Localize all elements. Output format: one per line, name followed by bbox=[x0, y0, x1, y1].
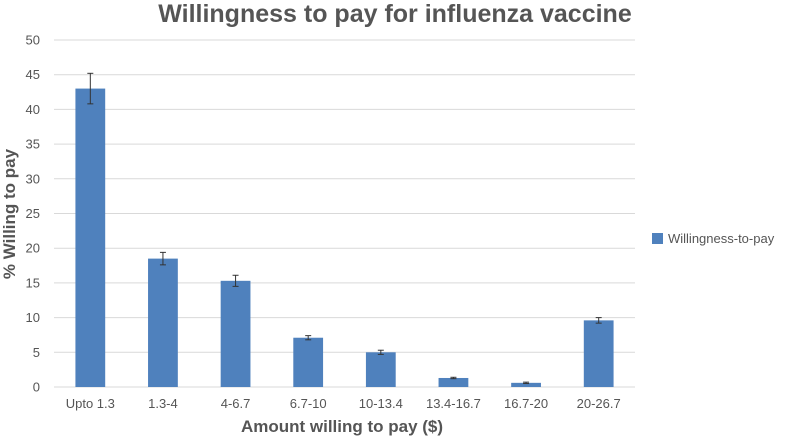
y-tick-label: 35 bbox=[26, 137, 40, 152]
bar bbox=[293, 337, 324, 387]
y-tick-label: 25 bbox=[26, 206, 40, 221]
x-tick-label: Upto 1.3 bbox=[66, 396, 115, 411]
error-bar bbox=[450, 376, 457, 380]
error-bars bbox=[87, 72, 602, 385]
x-axis-ticks: Upto 1.3 1.3-4 4-6.7 6.7-10 10-13.4 13.4-16.7… bbox=[66, 396, 621, 411]
error-bar bbox=[87, 72, 94, 105]
y-tick-label: 15 bbox=[26, 275, 40, 290]
bar bbox=[75, 88, 106, 387]
bar bbox=[583, 320, 614, 387]
x-tick-label: 1.3-4 bbox=[148, 396, 178, 411]
error-bar bbox=[595, 317, 602, 324]
error-bar bbox=[305, 335, 312, 341]
bar bbox=[365, 352, 396, 387]
legend: Willingness-to-pay bbox=[652, 231, 775, 246]
y-tick-label: 30 bbox=[26, 171, 40, 186]
legend-label-willingness-to-pay: Willingness-to-pay bbox=[668, 231, 775, 246]
y-axis-title: % Willing to pay bbox=[0, 148, 19, 279]
y-axis-ticks: 0 5 10 15 20 25 30 35 40 45 50 bbox=[26, 33, 40, 395]
x-tick-label: 16.7-20 bbox=[504, 396, 548, 411]
y-tick-label: 20 bbox=[26, 241, 40, 256]
x-tick-label: 4-6.7 bbox=[221, 396, 251, 411]
bar bbox=[220, 280, 251, 387]
x-tick-label: 13.4-16.7 bbox=[426, 396, 481, 411]
x-tick-label: 6.7-10 bbox=[290, 396, 327, 411]
bar bbox=[438, 377, 469, 387]
y-tick-label: 10 bbox=[26, 310, 40, 325]
x-tick-label: 10-13.4 bbox=[359, 396, 403, 411]
legend-swatch bbox=[652, 233, 663, 244]
bar bbox=[511, 382, 541, 387]
error-bar bbox=[523, 381, 530, 385]
y-tick-label: 0 bbox=[33, 380, 40, 395]
y-tick-label: 40 bbox=[26, 102, 40, 117]
y-tick-label: 5 bbox=[33, 345, 40, 360]
x-tick-label: 20-26.7 bbox=[577, 396, 621, 411]
bar bbox=[148, 258, 178, 387]
bars bbox=[75, 88, 614, 387]
x-axis-title: Amount willing to pay ($) bbox=[241, 417, 443, 436]
error-bar bbox=[159, 251, 166, 266]
error-bar bbox=[232, 274, 239, 287]
y-tick-label: 50 bbox=[26, 33, 40, 48]
error-bar bbox=[377, 349, 384, 355]
gridlines bbox=[54, 39, 635, 353]
y-tick-label: 45 bbox=[26, 67, 40, 82]
chart-title: Willingness to pay for influenza vaccine bbox=[158, 0, 632, 28]
